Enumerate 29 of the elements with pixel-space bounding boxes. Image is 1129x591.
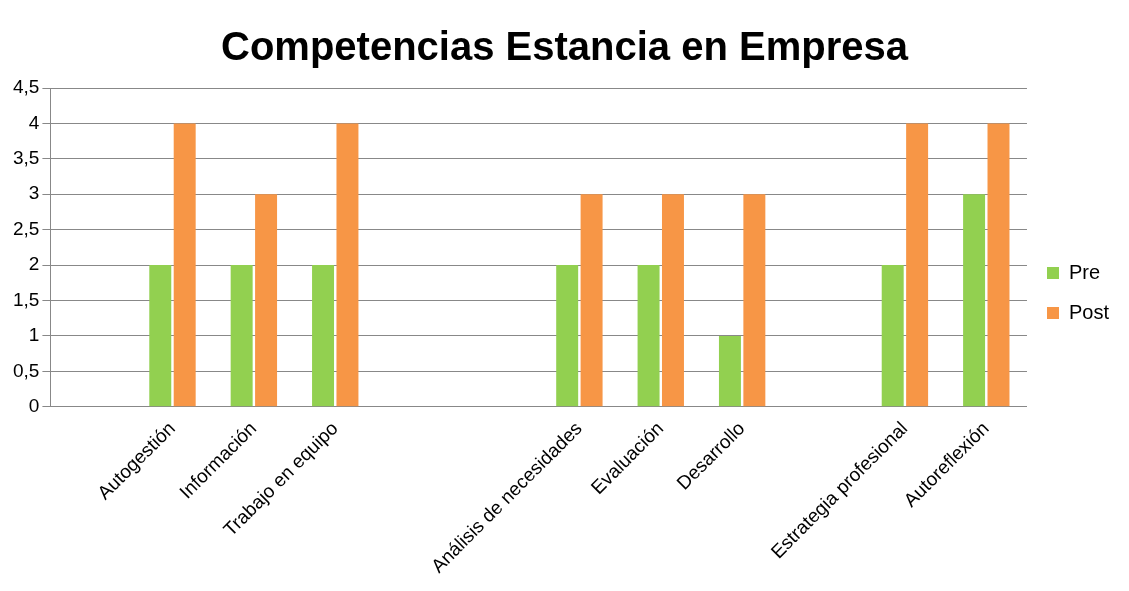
bar [637,265,660,407]
y-tick-label: 0,5 [12,359,40,381]
y-tick-label: 4,5 [12,76,40,98]
y-tick-label: 4 [28,111,40,133]
bar [149,265,172,407]
legend-label: Post [1068,300,1110,323]
y-tick-label: 3 [28,182,40,204]
bar [718,335,741,407]
bar [336,123,359,407]
bar [580,194,603,407]
bar [906,123,929,407]
bar [230,265,253,407]
bar [963,194,986,407]
y-tick-label: 1,5 [12,288,40,310]
y-tick-label: 2,5 [12,217,40,239]
y-tick-label: 0 [28,394,40,416]
chart-title: Competencias Estancia en Empresa [221,24,909,69]
y-tick-label: 2 [28,253,40,275]
y-tick-label: 3,5 [12,147,40,169]
legend-label: Pre [1068,260,1101,283]
bar [661,194,684,407]
bar [312,265,335,407]
bar [255,194,278,407]
bar [881,265,904,407]
bar [556,265,579,407]
y-tick-label: 1 [28,324,40,346]
bar [987,123,1010,407]
bar [743,194,766,407]
bar [173,123,196,407]
